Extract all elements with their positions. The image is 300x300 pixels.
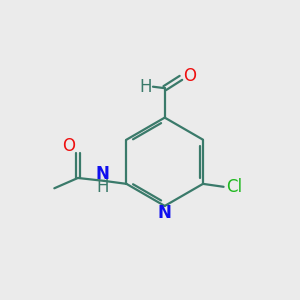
Text: Cl: Cl — [226, 178, 242, 196]
Text: H: H — [139, 78, 152, 96]
Text: H: H — [97, 178, 109, 196]
Text: N: N — [158, 204, 172, 222]
Text: N: N — [96, 165, 110, 183]
Text: O: O — [63, 136, 76, 154]
Text: O: O — [183, 68, 196, 85]
